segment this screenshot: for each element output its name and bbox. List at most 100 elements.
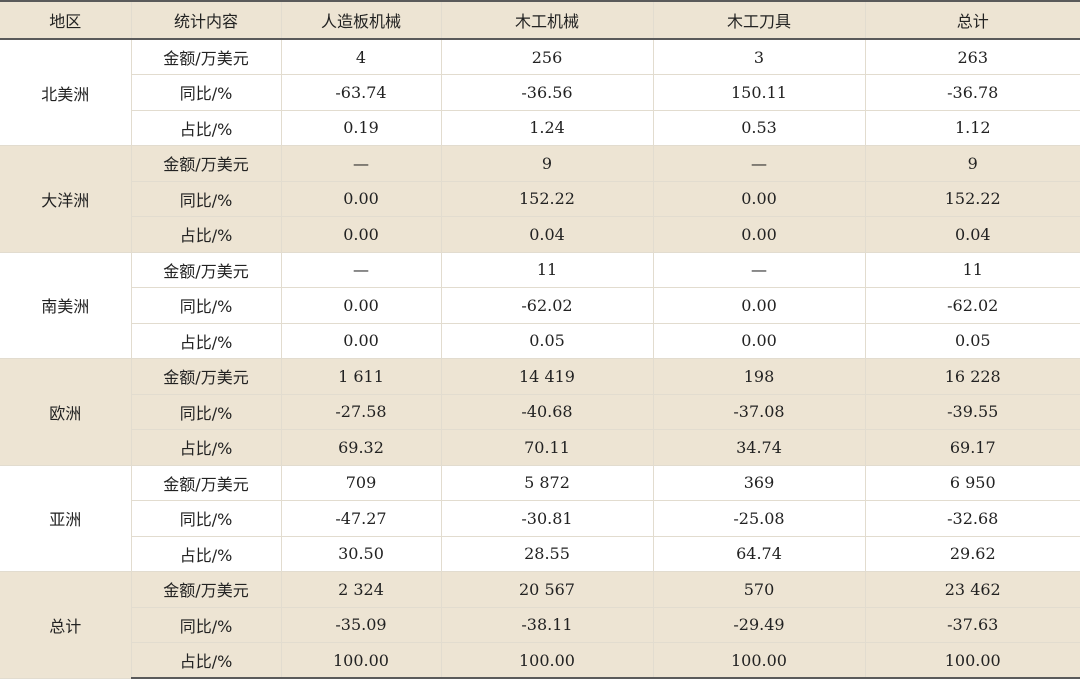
metric-label-cell: 同比/% (131, 500, 282, 537)
value-cell: 1.12 (865, 110, 1080, 146)
value-cell: — (281, 252, 442, 288)
value-cell: 69.32 (281, 429, 442, 466)
metric-label-cell: 金额/万美元 (131, 358, 282, 395)
value-cell: 198 (653, 358, 866, 395)
value-cell: 150.11 (653, 74, 866, 111)
metric-label-cell: 占比/% (131, 429, 282, 466)
value-cell: 0.05 (865, 323, 1080, 359)
value-cell: -38.11 (441, 607, 654, 643)
table-row: 占比/% 0.00 0.05 0.00 0.05 (0, 323, 1080, 359)
value-cell: -40.68 (441, 394, 654, 430)
region-cell: 大洋洲 (0, 145, 132, 253)
value-cell: 4 (281, 39, 442, 75)
value-cell: -62.02 (441, 287, 654, 324)
table-row: 占比/% 0.00 0.04 0.00 0.04 (0, 216, 1080, 253)
value-cell: -37.63 (865, 607, 1080, 643)
value-cell: 29.62 (865, 536, 1080, 572)
header-total: 总计 (865, 0, 1080, 40)
table-body: 北美洲 金额/万美元 4 256 3 263 同比/% -63.74 -36.56 150.11-… (0, 39, 1080, 679)
metric-label-cell: 占比/% (131, 323, 282, 359)
table-row: 北美洲 金额/万美元 4 256 3 263 (0, 39, 1080, 146)
table-row: 总计 金额/万美元 2 324 20 567 570 23 462 (0, 571, 1080, 679)
value-cell: -39.55 (865, 394, 1080, 430)
value-cell: 100.00 (441, 642, 654, 679)
value-cell: -63.74 (281, 74, 442, 111)
value-cell: 0.00 (653, 323, 866, 359)
value-cell: 152.22 (865, 181, 1080, 217)
value-cell: 100.00 (281, 642, 442, 679)
header-region: 地区 (0, 0, 132, 40)
value-cell: 0.00 (281, 323, 442, 359)
value-cell: 0.53 (653, 110, 866, 146)
header-woodworking-machinery: 木工机械 (441, 0, 654, 40)
value-cell: — (281, 145, 442, 182)
value-cell: -35.09 (281, 607, 442, 643)
metric-label-cell: 金额/万美元 (131, 39, 282, 75)
region-cell: 亚洲 (0, 465, 132, 572)
region-cell: 北美洲 (0, 39, 132, 146)
table-row: 同比/% -35.09 -38.11 -29.49 -37.63 (0, 607, 1080, 643)
metric-label-cell: 金额/万美元 (131, 145, 282, 182)
value-cell: 0.00 (281, 287, 442, 324)
value-cell: -32.68 (865, 500, 1080, 537)
metric-label-cell: 金额/万美元 (131, 465, 282, 501)
metric-label-cell: 占比/% (131, 642, 282, 679)
metric-label-cell: 占比/% (131, 110, 282, 146)
value-cell: 0.00 (281, 181, 442, 217)
metric-label-cell: 同比/% (131, 181, 282, 217)
value-cell: — (653, 252, 866, 288)
value-cell: 2 324 (281, 571, 442, 608)
table-row: 同比/% -63.74 -36.56 150.11 -36.78 (0, 74, 1080, 111)
metric-label-cell: 同比/% (131, 607, 282, 643)
value-cell: 100.00 (865, 642, 1080, 679)
metric-label-cell: 同比/% (131, 287, 282, 324)
table-row: 占比/% 0.19 1.24 0.53 1.12 (0, 110, 1080, 146)
header-panel-machinery: 人造板机械 (281, 0, 442, 40)
value-cell: 570 (653, 571, 866, 608)
value-cell: 1.24 (441, 110, 654, 146)
value-cell: 28.55 (441, 536, 654, 572)
table-row: 欧洲 金额/万美元 1 611 14 419 198 16 228 (0, 358, 1080, 466)
metric-label-cell: 金额/万美元 (131, 571, 282, 608)
region-cell: 南美洲 (0, 252, 132, 359)
value-cell: 0.00 (653, 287, 866, 324)
value-cell: 69.17 (865, 429, 1080, 466)
table-row: 南美洲 金额/万美元 —11—11 (0, 252, 1080, 359)
metric-label-cell: 金额/万美元 (131, 252, 282, 288)
value-cell: 9 (441, 145, 654, 182)
value-cell: -25.08 (653, 500, 866, 537)
table-row: 同比/% -47.27 -30.81 -25.08 -32.68 (0, 500, 1080, 537)
value-cell: 6 950 (865, 465, 1080, 501)
table-header-row: 地区 统计内容 人造板机械 木工机械 木工刀具 总计 (0, 0, 1080, 40)
value-cell: 0.05 (441, 323, 654, 359)
metric-label-cell: 占比/% (131, 536, 282, 572)
table-row: 大洋洲 金额/万美元 —9—9 (0, 145, 1080, 253)
value-cell: 152.22 (441, 181, 654, 217)
value-cell: 34.74 (653, 429, 866, 466)
value-cell: 23 462 (865, 571, 1080, 608)
region-cell: 欧洲 (0, 358, 132, 466)
value-cell: 14 419 (441, 358, 654, 395)
value-cell: -37.08 (653, 394, 866, 430)
value-cell: 70.11 (441, 429, 654, 466)
header-woodworking-tools: 木工刀具 (653, 0, 866, 40)
value-cell: — (653, 145, 866, 182)
value-cell: 0.04 (441, 216, 654, 253)
value-cell: 0.00 (653, 216, 866, 253)
value-cell: -27.58 (281, 394, 442, 430)
table-row: 占比/% 30.50 28.55 64.74 29.62 (0, 536, 1080, 572)
metric-label-cell: 占比/% (131, 216, 282, 253)
value-cell: 3 (653, 39, 866, 75)
value-cell: 20 567 (441, 571, 654, 608)
value-cell: 0.19 (281, 110, 442, 146)
value-cell: -30.81 (441, 500, 654, 537)
value-cell: 709 (281, 465, 442, 501)
value-cell: 9 (865, 145, 1080, 182)
value-cell: -47.27 (281, 500, 442, 537)
value-cell: 16 228 (865, 358, 1080, 395)
value-cell: 263 (865, 39, 1080, 75)
value-cell: 256 (441, 39, 654, 75)
value-cell: 0.00 (281, 216, 442, 253)
header-metric: 统计内容 (131, 0, 282, 40)
value-cell: 30.50 (281, 536, 442, 572)
